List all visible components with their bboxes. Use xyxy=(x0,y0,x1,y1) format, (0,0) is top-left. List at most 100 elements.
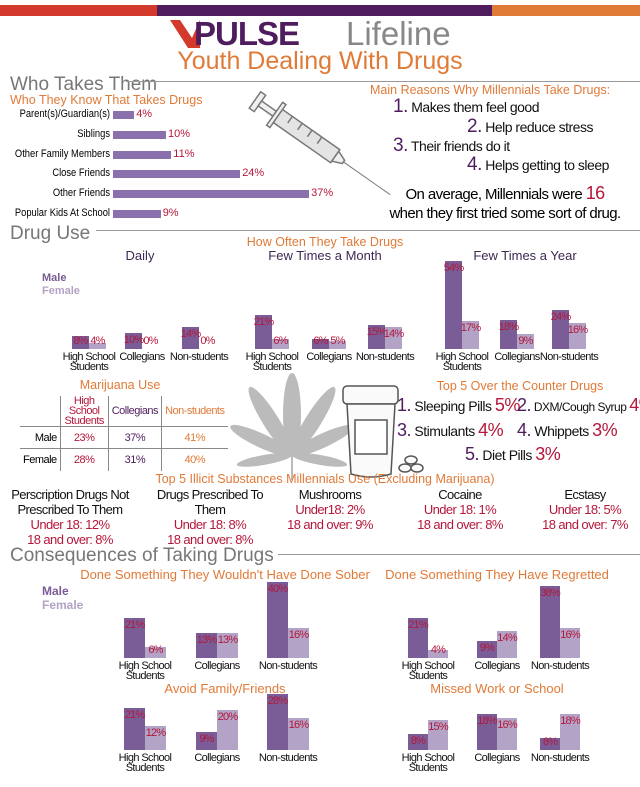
otc-percent: 3% xyxy=(535,444,561,464)
avg-age-value: 16 xyxy=(585,183,605,203)
category-label: Non-students xyxy=(169,351,229,363)
bar-value-label: 21% xyxy=(253,316,274,329)
row-label: Male xyxy=(20,426,61,449)
bar-value-label: 9% xyxy=(162,207,179,219)
bar-value-label: 0% xyxy=(200,335,215,347)
bar-value-label: 9% xyxy=(199,733,214,745)
table-cell: 23% xyxy=(60,426,109,449)
otc-name: Sleeping Pills xyxy=(414,398,492,414)
bar-value-label: 40% xyxy=(267,583,288,595)
bar-value-label: 14% xyxy=(383,327,404,340)
category-label: Collegians xyxy=(194,660,240,672)
illicit-under18: Under18: 2% xyxy=(295,502,365,517)
illicit-name: Perscription Drugs Not Prescribed To The… xyxy=(11,487,129,517)
category-label: Non-students xyxy=(530,660,590,672)
table-cell: 31% xyxy=(108,448,163,471)
bar-value-label: 13% xyxy=(196,634,217,647)
bar-value-label: 14% xyxy=(180,327,201,340)
who-subtitle: Who They Know That Takes Drugs xyxy=(10,93,203,107)
bar-male xyxy=(312,339,329,349)
bar-category-label: Popular Kids At School xyxy=(14,207,111,219)
category-label: Collegians xyxy=(494,351,540,363)
bar-male xyxy=(196,732,217,750)
bar-value-label: 6% xyxy=(148,644,163,656)
otc-number: 3. xyxy=(397,420,412,440)
chart-title: Few Times a Month xyxy=(268,248,382,263)
bar-value-label: 4% xyxy=(136,108,153,120)
top-bar-purple xyxy=(157,5,492,16)
bar-value-label: 0% xyxy=(143,335,158,347)
bar-male xyxy=(255,315,272,349)
category-label: High School Students xyxy=(245,351,299,373)
bar-value-label: 18% xyxy=(560,715,580,727)
legend-male: Male xyxy=(42,272,67,284)
top-bar-red xyxy=(0,5,157,16)
section-heading-consequences: Consequences of Taking Drugs xyxy=(10,545,274,566)
illicit-item: Perscription Drugs Not Prescribed To The… xyxy=(5,487,135,547)
reasons-title: Main Reasons Why Millennials Take Drugs: xyxy=(370,83,611,97)
table-header-row: High School Students Collegians Non-stud… xyxy=(20,396,228,427)
bar-female xyxy=(385,326,402,349)
category-label: Collegians xyxy=(119,351,165,363)
category-label: Collegians xyxy=(194,752,240,764)
bar-female xyxy=(217,710,238,750)
table-row: Male 23% 37% 41% xyxy=(20,426,228,449)
pill-bottle-icon xyxy=(342,385,424,478)
divider xyxy=(126,81,640,82)
reason-item: 4. Helps getting to sleep xyxy=(467,154,609,176)
legend-female: Female xyxy=(42,285,80,297)
bar-value-label: 18% xyxy=(498,320,519,333)
illicit-title: Top 5 Illicit Substances Millennials Use… xyxy=(155,472,495,486)
otc-number: 2. xyxy=(517,395,532,415)
bar-male xyxy=(125,333,142,349)
row-label: Female xyxy=(20,448,61,471)
bar-female xyxy=(560,714,580,750)
legend-male: Male xyxy=(42,584,69,598)
bar xyxy=(113,150,172,159)
bar-row: Siblings 10% xyxy=(0,128,340,142)
bar-male xyxy=(540,738,560,750)
reason-item: 3. Their friends do it xyxy=(393,135,510,157)
reason-number: 4. xyxy=(467,154,482,175)
otc-title: Top 5 Over the Counter Drugs xyxy=(436,379,604,393)
category-label: High School Students xyxy=(62,351,116,373)
bar-female xyxy=(272,339,289,349)
bar-female xyxy=(329,341,346,349)
bar-value-label: 13% xyxy=(217,634,238,647)
category-label: Non-students xyxy=(355,351,415,363)
illicit-item: Drugs Prescribed To Them Under 18: 8% 18 a… xyxy=(150,487,270,547)
bar-value-label: 16% xyxy=(497,719,517,731)
table-cell: 40% xyxy=(184,453,206,466)
table-corner xyxy=(20,396,61,427)
illicit-item: Ecstasy Under 18: 5% 18 and over: 7% xyxy=(530,487,640,532)
bar-value-label: 8% xyxy=(73,335,88,347)
bar-male xyxy=(267,694,288,750)
category-label: High School Students xyxy=(401,752,455,774)
reason-text: Helps getting to sleep xyxy=(485,157,609,173)
category-label: Collegians xyxy=(474,660,520,672)
chart-title: Done Something They Wouldn't Have Done S… xyxy=(80,567,370,582)
bar-row: Other Friends 37% xyxy=(0,187,340,201)
average-age-statement: On average, Millennials were 16 when the… xyxy=(370,184,640,223)
bar-value-label: 18% xyxy=(477,715,497,727)
category-label: High School Students xyxy=(118,660,172,682)
category-label: Non-students xyxy=(258,752,318,764)
illicit-item: Mushrooms Under18: 2% 18 and over: 9% xyxy=(275,487,385,532)
bar-value-label: 4% xyxy=(430,644,446,656)
syringe-icon xyxy=(248,90,391,196)
bar-value-label: 24% xyxy=(242,167,265,180)
bar-female xyxy=(145,726,166,750)
bar-female xyxy=(517,334,534,349)
otc-number: 1. xyxy=(397,395,412,415)
table-row: Female 28% 31% 40% xyxy=(20,448,228,471)
section-heading-who: Who Takes Them xyxy=(10,74,158,95)
category-label: High School Students xyxy=(401,660,455,682)
illicit-over18: 18 and over: 8% xyxy=(417,517,503,532)
bar-value-label: 16% xyxy=(288,719,309,731)
bar-female xyxy=(569,322,586,349)
chart-title: Avoid Family/Friends xyxy=(164,681,286,696)
reason-number: 2. xyxy=(467,116,482,137)
bar xyxy=(113,130,166,139)
illicit-name: Drugs Prescribed To Them xyxy=(156,487,264,517)
table-cell: 41% xyxy=(184,431,206,444)
